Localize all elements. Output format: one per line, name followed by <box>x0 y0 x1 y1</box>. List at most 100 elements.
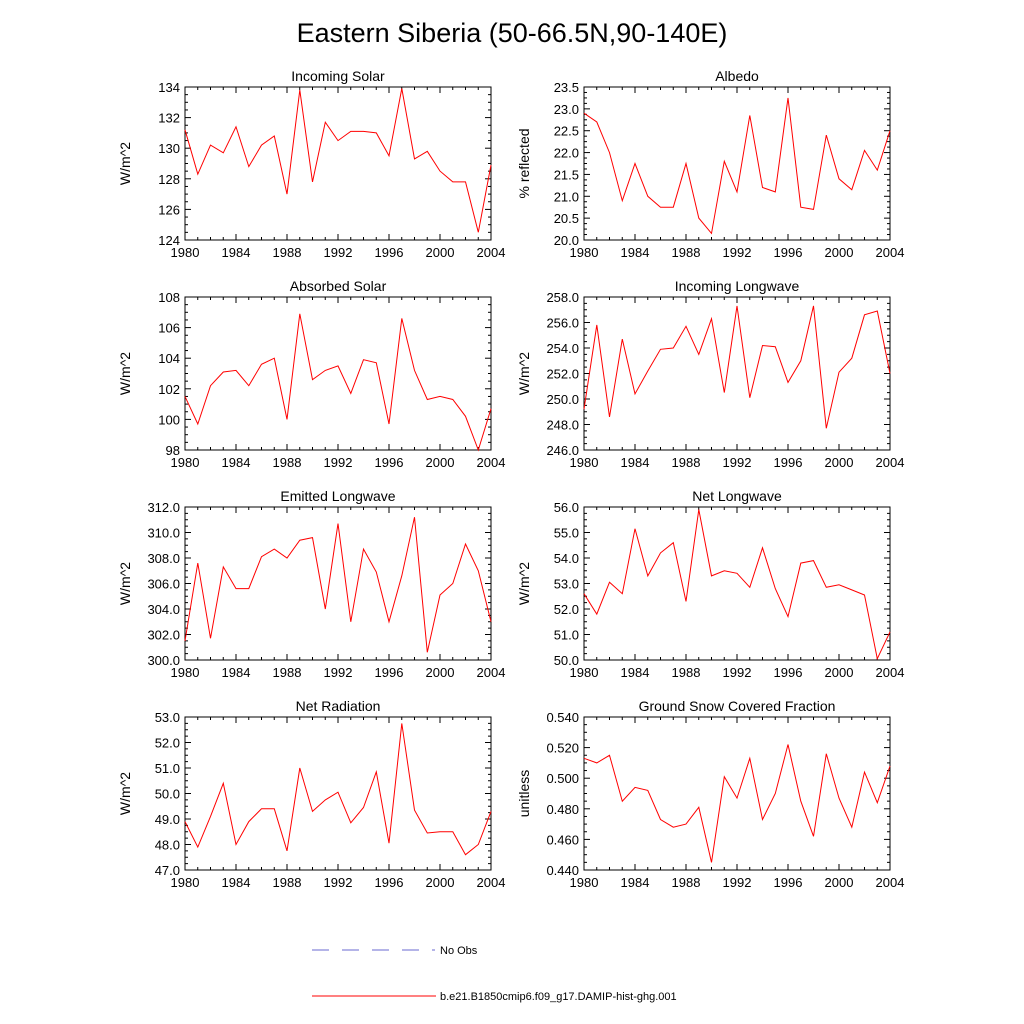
x-tick-label: 2000 <box>825 455 854 470</box>
x-tick-label: 1988 <box>672 245 701 260</box>
y-tick-label: 252.0 <box>546 367 579 382</box>
y-tick-label: 21.0 <box>554 189 579 204</box>
y-tick-label: 23.0 <box>554 102 579 117</box>
panels: Incoming Solar W/m^2 1980 1984 1988 1992 1996 2… <box>117 68 904 890</box>
x-tick-label: 1988 <box>672 455 701 470</box>
plot-frame <box>184 506 492 661</box>
panel-title: Incoming Longwave <box>675 278 800 294</box>
panel-title: Absorbed Solar <box>290 278 387 294</box>
y-tick-label: 20.0 <box>554 233 579 248</box>
y-tick-label: 0.440 <box>546 863 579 878</box>
x-tick-label: 1984 <box>222 245 251 260</box>
plot-frame <box>583 506 891 661</box>
y-tick-label: 302.0 <box>147 628 180 643</box>
y-tick-label: 246.0 <box>546 443 579 458</box>
x-tick-label: 1984 <box>621 455 650 470</box>
x-tick-label: 1980 <box>570 245 599 260</box>
y-tick-label: 130 <box>158 141 180 156</box>
x-tick-label: 1992 <box>723 665 752 680</box>
x-tick-label: 2004 <box>477 455 506 470</box>
x-tick-label: 1992 <box>324 245 353 260</box>
y-tick-label: 52.0 <box>155 736 180 751</box>
y-axis-label: W/m^2 <box>516 352 532 395</box>
y-axis-label: W/m^2 <box>117 352 133 395</box>
y-axis-label: unitless <box>516 770 532 817</box>
series-line <box>184 723 492 856</box>
x-tick-label: 2000 <box>825 875 854 890</box>
series-line <box>583 744 891 863</box>
x-tick-label: 2004 <box>876 665 905 680</box>
y-tick-label: 300.0 <box>147 653 180 668</box>
figure-title: Eastern Siberia (50-66.5N,90-140E) <box>297 18 728 48</box>
x-tick-label: 2004 <box>876 455 905 470</box>
x-tick-label: 1996 <box>375 245 404 260</box>
y-tick-label: 258.0 <box>546 290 579 305</box>
x-tick-label: 2000 <box>426 875 455 890</box>
y-tick-label: 48.0 <box>155 838 180 853</box>
x-tick-label: 1980 <box>570 875 599 890</box>
x-tick-label: 1996 <box>774 455 803 470</box>
x-tick-label: 1992 <box>723 245 752 260</box>
y-tick-label: 98 <box>166 443 180 458</box>
y-tick-label: 124 <box>158 233 180 248</box>
chart-panel: Absorbed Solar W/m^2 1980 1984 1988 1992 1996 2… <box>117 278 505 470</box>
x-tick-label: 2000 <box>426 245 455 260</box>
panel-title: Net Longwave <box>692 488 782 504</box>
x-tick-label: 1980 <box>171 245 200 260</box>
x-tick-label: 1984 <box>222 455 251 470</box>
x-tick-label: 1988 <box>273 875 302 890</box>
x-tick-label: 1996 <box>375 665 404 680</box>
y-tick-label: 0.480 <box>546 802 579 817</box>
x-tick-label: 1984 <box>621 875 650 890</box>
plot-frame <box>184 716 492 871</box>
x-tick-label: 1984 <box>222 665 251 680</box>
y-axis-label: W/m^2 <box>117 562 133 605</box>
chart-panel: Emitted Longwave W/m^2 1980 1984 1988 1992 199… <box>117 488 505 680</box>
x-tick-label: 1988 <box>672 875 701 890</box>
y-tick-label: 306.0 <box>147 577 180 592</box>
x-tick-label: 2004 <box>477 665 506 680</box>
y-tick-label: 256.0 <box>546 316 579 331</box>
y-tick-label: 134 <box>158 80 180 95</box>
y-tick-label: 132 <box>158 111 180 126</box>
y-axis-label: W/m^2 <box>117 142 133 185</box>
y-tick-label: 128 <box>158 172 180 187</box>
x-tick-label: 2000 <box>426 665 455 680</box>
y-tick-label: 54.0 <box>554 551 579 566</box>
chart-panel: Ground Snow Covered Fraction unitless 1980… <box>516 698 904 890</box>
y-tick-label: 250.0 <box>546 392 579 407</box>
y-tick-label: 56.0 <box>554 500 579 515</box>
x-tick-label: 1984 <box>621 245 650 260</box>
chart-panel: Incoming Longwave W/m^2 1980 1984 1988 1992 19… <box>516 278 904 470</box>
y-tick-label: 254.0 <box>546 341 579 356</box>
y-tick-label: 0.540 <box>546 710 579 725</box>
y-tick-label: 312.0 <box>147 500 180 515</box>
x-tick-label: 2004 <box>477 875 506 890</box>
series-line <box>184 88 492 233</box>
x-tick-label: 1992 <box>723 875 752 890</box>
plot-frame <box>184 296 492 451</box>
y-tick-label: 20.5 <box>554 211 579 226</box>
x-tick-label: 2004 <box>477 245 506 260</box>
y-tick-label: 47.0 <box>155 863 180 878</box>
y-tick-label: 100 <box>158 412 180 427</box>
plot-frame <box>583 86 891 241</box>
y-tick-label: 49.0 <box>155 812 180 827</box>
y-tick-label: 102 <box>158 382 180 397</box>
x-tick-label: 2000 <box>426 455 455 470</box>
y-tick-label: 55.0 <box>554 526 579 541</box>
panel-title: Incoming Solar <box>291 68 385 84</box>
x-tick-label: 1992 <box>324 665 353 680</box>
x-tick-label: 1988 <box>672 665 701 680</box>
x-tick-label: 1988 <box>273 245 302 260</box>
x-tick-label: 1996 <box>375 875 404 890</box>
x-tick-label: 1992 <box>324 875 353 890</box>
y-tick-label: 52.0 <box>554 602 579 617</box>
y-tick-label: 106 <box>158 321 180 336</box>
chart-panel: Albedo % reflected 1980 1984 1988 1992 1996 200… <box>516 68 904 260</box>
y-tick-label: 22.5 <box>554 124 579 139</box>
x-tick-label: 1980 <box>171 665 200 680</box>
x-tick-label: 1988 <box>273 455 302 470</box>
x-tick-label: 2004 <box>876 875 905 890</box>
